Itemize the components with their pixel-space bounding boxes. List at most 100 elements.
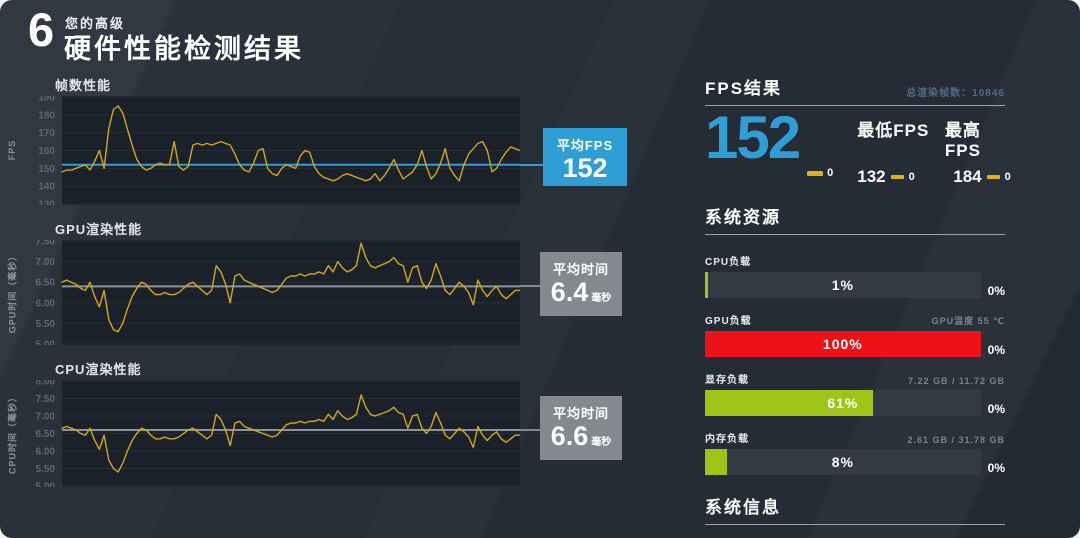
ram-load-bar-fill (705, 449, 728, 475)
resource-bar-row: 1% 0% (705, 272, 1005, 298)
delta-dash-icon (890, 175, 904, 179)
cpu-load-label: CPU负载 (705, 257, 752, 268)
cpu-load-bar: 1% (705, 272, 981, 298)
ram-load-percent: 8% (831, 454, 854, 470)
ram-load-right-label: 0% (987, 461, 1005, 475)
ram-load-bar: 8% (705, 449, 981, 475)
y-tick-label: 6.50 (36, 429, 56, 440)
resource-head: CPU负载 (705, 253, 1005, 268)
resource-bar-row: 8% 0% (705, 449, 1005, 475)
max-fps-value: 184 (953, 167, 982, 186)
ram-usage-label: 2.61 GB / 31.78 GB (907, 435, 1005, 445)
average-fps-value: 152 (705, 104, 801, 171)
average-fps-delta-value: 0 (827, 167, 834, 179)
y-tick-label: 130 (38, 200, 55, 206)
gpu-load-bar-fill (705, 331, 981, 357)
y-tick-label: 7.50 (36, 240, 56, 248)
avg-cpu-time-label: 平均时间 (552, 406, 609, 421)
gpu-load-right-label: 0% (987, 343, 1005, 357)
cpu-load-bar-fill (705, 272, 708, 298)
avg-fps-badge-value: 152 (562, 153, 608, 183)
header-subtitle: 您的高级 (65, 16, 126, 31)
resource-head: 内存负载 2.61 GB / 31.78 GB (705, 430, 1005, 445)
fps-results-title: FPS结果 (705, 79, 783, 98)
avg-fps-badge-label: 平均FPS (556, 138, 614, 153)
avg-cpu-time-unit: 毫秒 (591, 437, 612, 448)
avg-gpu-time-number: 6.4 (550, 277, 589, 307)
fps-results-header: FPS结果 总渲染帧数：10846 (705, 74, 1005, 106)
average-fps-delta: 0 (807, 167, 833, 179)
y-tick-label: 6.00 (36, 447, 56, 458)
y-tick-label: 150 (38, 164, 55, 175)
avg-gpu-time-label: 平均时间 (552, 262, 609, 277)
resource-row-gpu-load: GPU负载 GPU温度 55 ℃ 100% 0% (705, 312, 1005, 357)
resource-head: GPU负载 GPU温度 55 ℃ (705, 312, 1005, 327)
gpu-axis-label: GPU时间（毫秒） (7, 250, 18, 334)
system-resources-title: 系统资源 (705, 208, 781, 227)
cpu-avg-connector (520, 429, 540, 431)
gpu-load-bar: 100% (705, 331, 981, 357)
min-fps-label: 最低FPS (857, 121, 930, 140)
cpu-chart-title: CPU渲染性能 (55, 362, 142, 377)
cpu-load-percent: 1% (831, 277, 854, 293)
vram-load-bar: 61% (705, 390, 981, 416)
plot-area (62, 240, 520, 345)
vram-load-percent: 61% (827, 395, 859, 411)
series-line (61, 394, 520, 473)
min-fps-value-row: 132 0 (857, 167, 953, 187)
page-title: 硬件性能检测结果 (64, 34, 304, 64)
series-line (61, 242, 520, 333)
gpu-temp-label: GPU温度 55 ℃ (931, 316, 1005, 326)
min-fps-value: 132 (857, 167, 886, 186)
avg-cpu-time-badge: 平均时间 6.6 毫秒 (540, 396, 622, 460)
resource-bar-row: 61% 0% (705, 390, 1005, 416)
avg-gpu-time-badge: 平均时间 6.4 毫秒 (540, 252, 622, 316)
avg-fps-badge: 平均FPS 152 (543, 128, 627, 186)
y-tick-label: 5.50 (36, 319, 56, 330)
y-tick-label: 190 (38, 96, 55, 104)
min-fps-delta: 0 (908, 171, 915, 183)
delta-dash-icon (807, 170, 824, 176)
max-fps-label: 最高FPS (944, 121, 981, 160)
cpu-load-right-label: 0% (987, 284, 1005, 298)
fps-chart: 190 180 170 160 150 140 130 (38, 96, 520, 206)
vram-load-bar-fill (705, 390, 874, 416)
y-tick-label: 180 (38, 110, 55, 121)
cpu-time-chart: 8.00 7.50 7.00 6.50 6.00 5.50 5.00 (36, 380, 520, 488)
avg-gpu-time-value: 6.4 毫秒 (540, 277, 622, 308)
total-frames-label: 总渲染帧数：10846 (906, 88, 1005, 99)
fps-axis-label: FPS (7, 139, 17, 161)
resource-row-vram-load: 显存负载 7.22 GB / 11.72 GB 61% 0% (705, 371, 1005, 416)
fps-summary: 152 0 最低FPS 最高FPS 132 0 184 (705, 104, 1011, 187)
vram-load-label: 显存负载 (705, 375, 749, 386)
system-info-header: 系统信息 (705, 493, 1005, 525)
series-line (61, 105, 520, 182)
resource-row-ram-load: 内存负载 2.61 GB / 31.78 GB 8% 0% (705, 430, 1005, 475)
ram-load-label: 内存负载 (705, 434, 749, 445)
avg-cpu-time-value: 6.6 毫秒 (540, 421, 622, 452)
vram-usage-label: 7.22 GB / 11.72 GB (907, 376, 1005, 386)
y-tick-label: 160 (38, 146, 55, 157)
y-tick-label: 140 (38, 182, 55, 193)
y-tick-label: 6.00 (36, 298, 56, 309)
max-fps-value-row: 184 0 (953, 167, 1011, 187)
cpu-axis-label: CPU时间（毫秒） (7, 391, 18, 475)
y-tick-label: 5.00 (36, 340, 56, 346)
system-resources-section: 系统资源 CPU负载 1% 0% GPU负载 GPU温 (705, 203, 1005, 475)
max-fps-delta: 0 (1004, 171, 1011, 183)
y-tick-label: 7.00 (36, 412, 56, 423)
fps-chart-title: 帧数性能 (55, 78, 112, 93)
plot-area (62, 96, 520, 205)
avg-gpu-time-unit: 毫秒 (591, 293, 612, 304)
system-info-section: 系统信息 操作系统 : Windows 11 (build 10.0.22621… (705, 493, 1005, 538)
y-tick-label: 5.00 (36, 482, 56, 488)
plot-area (62, 380, 520, 487)
gpu-load-percent: 100% (822, 336, 863, 352)
y-tick-label: 8.00 (36, 380, 56, 388)
rainbow-six-logo: 6 (28, 3, 54, 56)
minmax-titles: 最低FPS 最高FPS (857, 116, 1011, 161)
resource-row-cpu-load: CPU负载 1% 0% (705, 253, 1005, 298)
resource-bar-row: 100% 0% (705, 331, 1005, 357)
system-info-title: 系统信息 (705, 498, 781, 517)
